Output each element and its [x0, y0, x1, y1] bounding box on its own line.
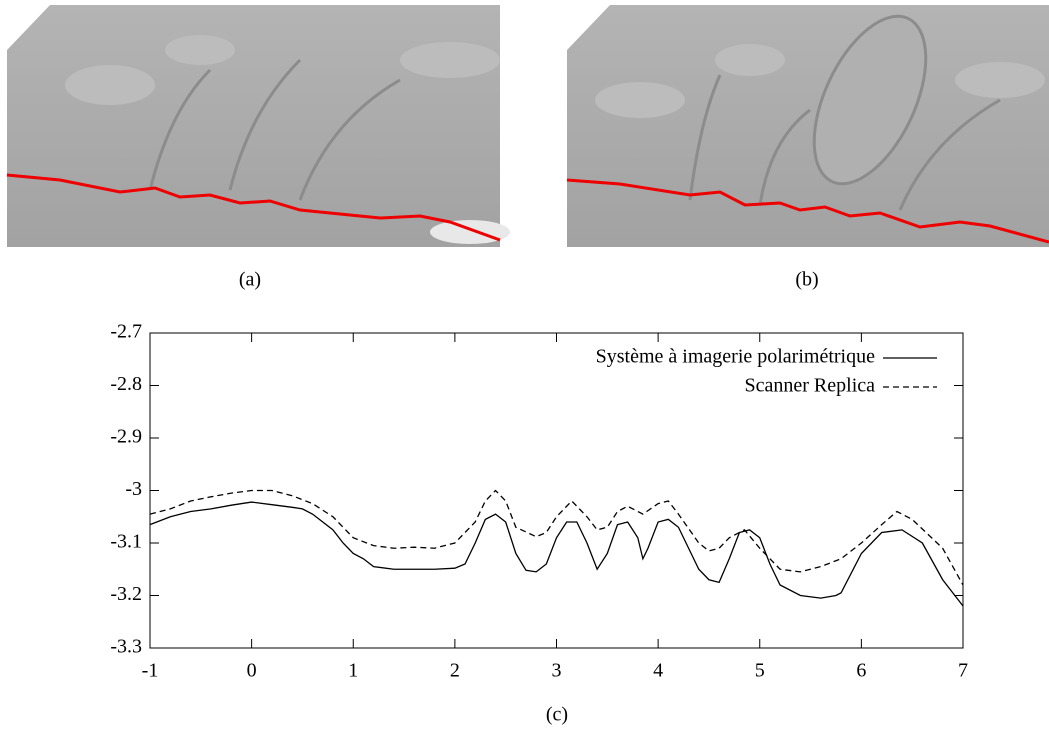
y-tick-label: -3.2 — [110, 583, 142, 605]
y-tick-label: -3.1 — [110, 531, 142, 553]
caption: (b) — [795, 269, 818, 291]
x-tick-label: -1 — [142, 660, 159, 682]
y-tick-label: -2.7 — [110, 321, 142, 343]
y-tick-label: -3.3 — [110, 636, 142, 658]
x-tick-label: 4 — [653, 660, 663, 682]
image-b — [566, 5, 1049, 247]
caption: (a) — [239, 269, 261, 291]
legend-label: Scanner Replica — [745, 375, 876, 397]
y-tick-label: -3 — [125, 478, 142, 500]
y-tick-label: -2.9 — [110, 426, 142, 448]
legend-label: Système à imagerie polarimétrique — [596, 346, 875, 368]
x-tick-label: 7 — [958, 660, 968, 682]
data-line — [149, 501, 964, 607]
x-tick-label: 1 — [348, 660, 358, 682]
x-tick-label: 2 — [450, 660, 460, 682]
caption: (c) — [546, 704, 568, 726]
x-tick-label: 5 — [755, 660, 765, 682]
x-tick-label: 0 — [247, 660, 257, 682]
data-line — [149, 489, 964, 586]
y-tick-label: -2.8 — [110, 373, 142, 395]
x-tick-label: 3 — [552, 660, 562, 682]
x-tick-label: 6 — [856, 660, 866, 682]
image-a — [6, 5, 510, 247]
plot: -1 0 1 2 3 4 5 6 7 -2.7 -2.8 -2.9 -3 -3.1 -3.2 -3.3 Syst… — [110, 321, 968, 682]
